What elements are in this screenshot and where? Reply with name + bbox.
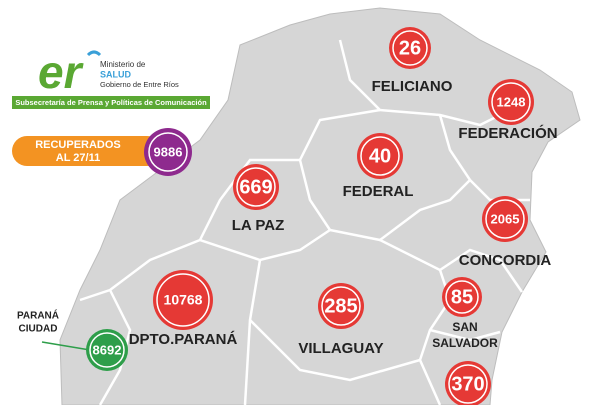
badge-pill xyxy=(12,136,162,166)
region-value: 85 xyxy=(451,286,473,308)
region-ring xyxy=(392,30,428,66)
region-name: FEDERAL xyxy=(343,183,414,200)
region-value: 40 xyxy=(369,145,391,167)
region-circle xyxy=(389,27,431,69)
region-circle xyxy=(233,164,279,210)
region-circle xyxy=(482,196,528,242)
region-name: CIUDAD xyxy=(19,324,58,335)
region-ring xyxy=(321,286,361,326)
ministry-name: SALUD xyxy=(100,69,131,79)
region-ring xyxy=(491,82,531,122)
recovered-badge: RECUPERADOS AL 27/11 9886 xyxy=(12,128,192,176)
badge-ring xyxy=(148,132,188,172)
ministry: Ministerio de xyxy=(100,60,146,69)
region-value: 8692 xyxy=(93,342,122,357)
region-name: VILLAGUAY xyxy=(298,340,383,357)
region-value: 370 xyxy=(451,373,484,395)
region-ring xyxy=(360,136,400,176)
region-name: SAN xyxy=(452,320,477,334)
region-circle xyxy=(445,361,491,405)
region-ring xyxy=(445,280,479,314)
logo: er Ministerio de SALUD Gobierno de Entre… xyxy=(12,46,210,109)
region-value: 26 xyxy=(399,37,421,59)
badge-label: AL 27/11 xyxy=(56,152,100,164)
logo-arc xyxy=(86,50,102,57)
region-name: FEDERACIÓN xyxy=(458,124,557,142)
regions: 26 FELICIANO 1248 FEDERACIÓN 40 FEDERAL 669 LA … xyxy=(17,27,558,405)
badge-label: RECUPERADOS xyxy=(35,139,121,151)
region-circle xyxy=(86,329,128,371)
region-name: LA PAZ xyxy=(232,217,285,234)
region-circle xyxy=(357,133,403,179)
region-name: PARANÁ xyxy=(17,309,59,322)
banner-bg xyxy=(12,96,210,109)
region-value: 1248 xyxy=(497,94,526,109)
region-name: FELICIANO xyxy=(372,78,453,95)
region-ring xyxy=(448,364,488,404)
logo-mark: er xyxy=(38,46,84,98)
government: Gobierno de Entre Ríos xyxy=(100,80,179,89)
region-circle xyxy=(442,277,482,317)
region-value: 10768 xyxy=(164,292,203,308)
badge-circle xyxy=(144,128,192,176)
borders xyxy=(79,39,531,405)
region-circle xyxy=(488,79,534,125)
region-circle xyxy=(318,283,364,329)
region-ring xyxy=(156,273,210,327)
leader-line xyxy=(41,341,91,351)
region-ring xyxy=(485,199,525,239)
region-circle xyxy=(153,270,213,330)
badge-value: 9886 xyxy=(154,144,183,159)
region-name: DPTO.PARANÁ xyxy=(129,331,238,348)
region-name: SALVADOR xyxy=(432,336,498,350)
region-ring xyxy=(89,332,125,368)
region-name: CONCORDIA xyxy=(459,252,552,269)
region-value: 2065 xyxy=(491,211,520,226)
banner: Subsecretaría de Prensa y Políticas de C… xyxy=(15,98,207,107)
region-value: 285 xyxy=(324,295,357,317)
region-value: 669 xyxy=(239,176,272,198)
region-ring xyxy=(236,167,276,207)
